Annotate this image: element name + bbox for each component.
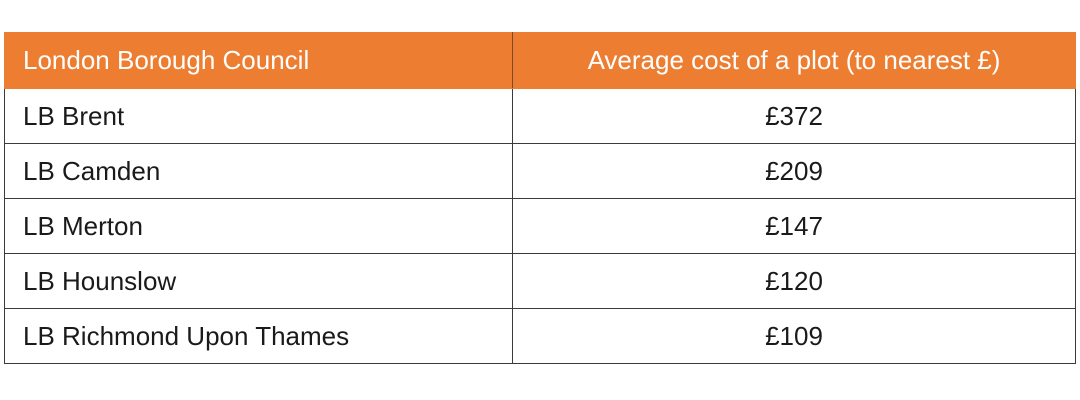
table-row: LB Camden £209 — [4, 143, 1076, 199]
borough-cell: LB Brent — [4, 88, 513, 144]
table-row: LB Richmond Upon Thames £109 — [4, 308, 1076, 364]
table-row: LB Brent £372 — [4, 88, 1076, 144]
cost-cell: £109 — [512, 308, 1076, 364]
borough-cell: LB Merton — [4, 198, 513, 254]
cost-cell: £147 — [512, 198, 1076, 254]
borough-cell: LB Richmond Upon Thames — [4, 308, 513, 364]
header-cell: London Borough Council — [4, 32, 513, 89]
borough-cell: LB Camden — [4, 143, 513, 199]
cost-table: London Borough Council Average cost of a … — [4, 32, 1076, 364]
table-header: London Borough Council Average cost of a … — [4, 32, 1076, 89]
header-cell: Average cost of a plot (to nearest £) — [512, 32, 1076, 89]
cost-cell: £209 — [512, 143, 1076, 199]
header-row: London Borough Council Average cost of a … — [4, 32, 1076, 89]
cost-cell: £372 — [512, 88, 1076, 144]
borough-cell: LB Hounslow — [4, 253, 513, 309]
cost-cell: £120 — [512, 253, 1076, 309]
table-body: LB Brent £372 LB Camden £209 LB Merton £147 LB… — [4, 88, 1076, 364]
table-container: London Borough Council Average cost of a … — [4, 32, 1076, 364]
table-row: LB Merton £147 — [4, 198, 1076, 254]
table-row: LB Hounslow £120 — [4, 253, 1076, 309]
